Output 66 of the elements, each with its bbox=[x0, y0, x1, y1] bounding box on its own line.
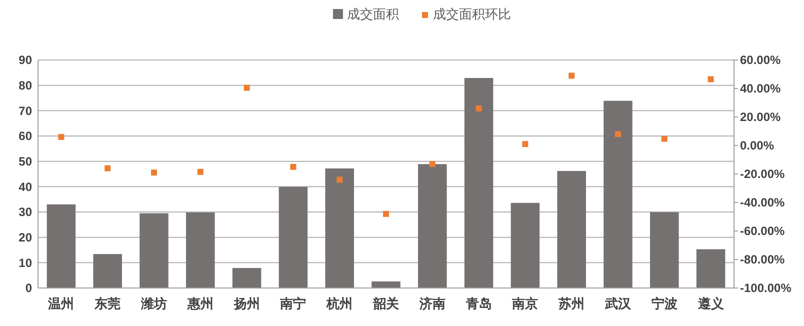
point bbox=[429, 161, 436, 168]
x-tick-label: 东莞 bbox=[94, 296, 121, 311]
point bbox=[476, 105, 482, 112]
point bbox=[708, 76, 714, 82]
point bbox=[104, 165, 111, 172]
y-tick-label: 70 bbox=[18, 104, 32, 118]
x-tick-label: 宁波 bbox=[651, 296, 678, 311]
y2-tick-label: -100.00% bbox=[740, 281, 792, 296]
bar bbox=[650, 212, 679, 288]
y-tick-label: 30 bbox=[18, 205, 32, 220]
bar bbox=[186, 212, 215, 288]
legend-label: 成交面积 bbox=[347, 6, 399, 22]
bar bbox=[510, 202, 540, 288]
x-tick-label: 惠州 bbox=[186, 296, 214, 311]
y2-tick-label: 0.00% bbox=[740, 138, 774, 153]
legend-label: 成交面积环比 bbox=[433, 6, 511, 22]
y-tick-label: 80 bbox=[18, 78, 32, 93]
point bbox=[383, 210, 389, 217]
y-tick-label: 0 bbox=[25, 281, 32, 296]
point bbox=[615, 131, 621, 138]
y-tick-label: 10 bbox=[18, 256, 32, 270]
y-tick-label: 20 bbox=[18, 230, 32, 245]
x-tick-label: 遵义 bbox=[696, 296, 725, 311]
x-tick-label: 杭州 bbox=[326, 296, 353, 311]
y2-tick-label: 20.00% bbox=[740, 110, 782, 124]
y-tick-label: 40 bbox=[18, 180, 32, 194]
y2-tick-label: 60.00% bbox=[740, 53, 782, 68]
point bbox=[522, 141, 528, 148]
x-tick-label: 韶关 bbox=[372, 296, 400, 311]
y2-tick-label: -60.00% bbox=[740, 224, 786, 238]
y-tick-label: 50 bbox=[18, 154, 32, 169]
point bbox=[290, 164, 296, 170]
bar bbox=[604, 100, 632, 288]
bar bbox=[418, 164, 447, 288]
bar bbox=[93, 254, 122, 288]
point bbox=[661, 136, 668, 142]
bar bbox=[325, 168, 354, 288]
bar bbox=[278, 186, 308, 288]
x-tick-label: 苏州 bbox=[558, 296, 585, 311]
point bbox=[151, 170, 157, 176]
bar bbox=[696, 249, 726, 288]
x-tick-label: 青岛 bbox=[464, 296, 492, 311]
point bbox=[244, 84, 250, 91]
x-tick-label: 温州 bbox=[47, 296, 74, 311]
x-tick-label: 潍坊 bbox=[140, 296, 167, 311]
bar bbox=[464, 78, 494, 288]
bar bbox=[232, 268, 262, 288]
bar bbox=[557, 170, 586, 288]
point bbox=[197, 168, 204, 175]
y2-tick-label: -40.00% bbox=[740, 196, 786, 210]
y2-tick-label: -80.00% bbox=[740, 252, 786, 267]
point bbox=[58, 134, 64, 140]
x-tick-label: 武汉 bbox=[604, 296, 632, 311]
y-tick-label: 60 bbox=[18, 129, 32, 144]
x-tick-label: 扬州 bbox=[232, 296, 260, 311]
point bbox=[336, 176, 343, 183]
y2-tick-label: 40.00% bbox=[740, 82, 782, 96]
x-tick-label: 南京 bbox=[511, 296, 538, 311]
bar bbox=[140, 213, 168, 288]
point bbox=[568, 72, 575, 79]
x-tick-label: 南宁 bbox=[279, 296, 306, 311]
bar bbox=[372, 281, 400, 288]
y-tick-label: 90 bbox=[18, 53, 32, 68]
x-tick-label: 济南 bbox=[418, 296, 446, 311]
y2-tick-label: -20.00% bbox=[740, 167, 786, 182]
bar bbox=[46, 204, 76, 288]
